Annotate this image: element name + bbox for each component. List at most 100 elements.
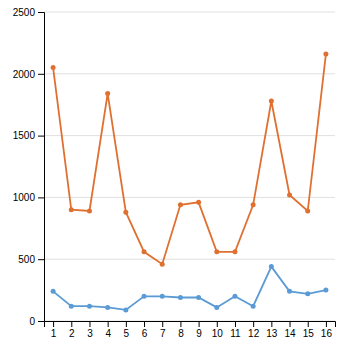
tick-label: 3 (87, 328, 93, 339)
point (178, 295, 183, 300)
tick: 14 (284, 321, 296, 339)
point (232, 249, 237, 254)
tick: 2500 (13, 7, 44, 18)
tick: 4 (105, 321, 111, 339)
axis-line (45, 322, 336, 328)
marks (51, 52, 329, 313)
series-line (53, 54, 326, 264)
point (160, 262, 165, 267)
tick: 1000 (13, 192, 44, 203)
point (287, 289, 292, 294)
point (214, 249, 219, 254)
tick: 500 (18, 254, 44, 265)
tick-mark (235, 321, 236, 327)
point (87, 304, 92, 309)
point (232, 294, 237, 299)
series-line (53, 267, 326, 310)
tick: 13 (266, 321, 278, 339)
tick: 0 (29, 316, 44, 327)
tick: 1 (51, 321, 57, 339)
tick-label: 2500 (13, 7, 36, 18)
x-axis: 12345678910111213141516 (45, 321, 336, 339)
tick-mark (253, 321, 254, 327)
point (87, 208, 92, 213)
tick-mark (38, 12, 44, 13)
point (142, 249, 147, 254)
tick-label: 1 (51, 328, 57, 339)
point (105, 305, 110, 310)
tick-mark (217, 321, 218, 327)
grid-line (44, 135, 335, 136)
tick: 8 (178, 321, 184, 339)
tick-label: 11 (230, 328, 241, 339)
tick-mark (162, 321, 163, 327)
tick: 9 (196, 321, 202, 339)
point (251, 202, 256, 207)
tick-mark (71, 321, 72, 327)
tick-mark (199, 321, 200, 327)
point (305, 291, 310, 296)
tick: 7 (160, 321, 166, 339)
point (196, 200, 201, 205)
tick-label: 7 (160, 328, 166, 339)
tick: 5 (124, 321, 130, 339)
tick-mark (144, 321, 145, 327)
point (287, 192, 292, 197)
point (142, 294, 147, 299)
tick-mark (271, 321, 272, 327)
tick-label: 8 (178, 328, 184, 339)
tick-label: 16 (321, 328, 333, 339)
tick-label: 9 (196, 328, 202, 339)
tick-mark (38, 197, 44, 198)
tick-mark (290, 321, 291, 327)
grid-line (44, 259, 335, 260)
tick: 15 (303, 321, 315, 339)
tick-label: 2 (69, 328, 75, 339)
tick-label: 0 (29, 316, 35, 327)
y-axis: 0 500 1000 1500 2000 2500 (13, 7, 45, 327)
tick-label: 6 (142, 328, 148, 339)
tick: 16 (321, 321, 333, 339)
tick: 1500 (13, 130, 44, 141)
tick-mark (126, 321, 127, 327)
tick-label: 13 (266, 328, 278, 339)
tick-label: 4 (105, 328, 111, 339)
tick-mark (326, 321, 327, 327)
tick-mark (89, 321, 90, 327)
point (51, 65, 56, 70)
tick: 12 (248, 321, 260, 339)
tick: 2 (69, 321, 75, 339)
point (214, 305, 219, 310)
tick-label: 1500 (13, 130, 36, 141)
tick-mark (108, 321, 109, 327)
tick-label: 1000 (13, 192, 36, 203)
point (196, 295, 201, 300)
grid-line (44, 73, 335, 74)
grid-line (44, 12, 335, 13)
tick-mark (38, 136, 44, 137)
point (323, 52, 328, 57)
axis-line (38, 13, 45, 322)
grid (44, 12, 335, 321)
point (69, 207, 74, 212)
tick: 3 (87, 321, 93, 339)
tick-mark (38, 74, 44, 75)
point (269, 264, 274, 269)
tick: 2000 (13, 69, 44, 80)
tick-mark (180, 321, 181, 327)
tick-mark (38, 259, 44, 260)
tick: 11 (230, 321, 241, 339)
tick-label: 2000 (13, 69, 36, 80)
chart: 1234567891011121314151605001000150020002… (0, 0, 347, 347)
plot: 1234567891011121314151605001000150020002… (13, 7, 336, 339)
tick-label: 15 (303, 328, 315, 339)
point (323, 288, 328, 293)
tick-label: 12 (248, 328, 260, 339)
point (305, 208, 310, 213)
point (123, 210, 128, 215)
tick: 10 (212, 321, 224, 339)
point (160, 294, 165, 299)
tick-label: 10 (212, 328, 224, 339)
point (105, 91, 110, 96)
tick-label: 14 (284, 328, 296, 339)
